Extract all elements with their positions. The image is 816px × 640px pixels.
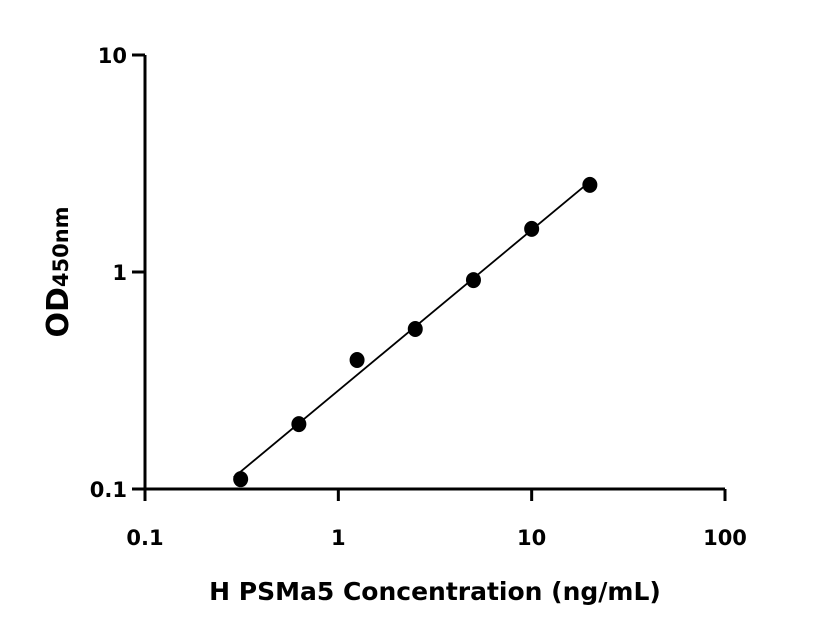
data-point [291,416,307,433]
data-point [465,272,481,289]
y-axis-label-main: OD [41,287,76,337]
data-point [582,176,598,193]
y-tick-label: 10 [98,44,127,68]
data-point [349,352,365,369]
data-point [233,471,249,488]
x-tick-label: 1 [331,526,346,550]
y-axis-label: OD450nm [41,206,76,337]
axes [132,53,727,501]
x-tick-label: 0.1 [126,526,163,550]
data-point [524,220,540,237]
x-tick-label: 10 [517,526,546,550]
y-tick-label: 1 [112,261,127,285]
data-point [407,321,423,338]
y-axis-label-sub: 450nm [49,206,73,287]
x-tick-label: 100 [703,526,747,550]
data-points [233,176,598,488]
y-tick-label: 0.1 [90,478,127,502]
x-tick-labels: 0.1 1 10 100 [126,526,747,550]
y-tick-labels: 0.1 1 10 [90,44,127,502]
x-axis-label: H PSMa5 Concentration (ng/mL) [209,577,661,606]
